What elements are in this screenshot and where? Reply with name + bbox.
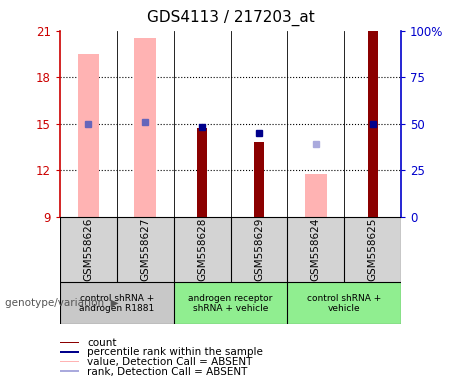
Bar [367,31,378,217]
Text: GSM558629: GSM558629 [254,218,264,281]
Text: GSM558626: GSM558626 [83,218,94,281]
Text: rank, Detection Call = ABSENT: rank, Detection Call = ABSENT [87,366,248,377]
Bar [305,174,326,217]
Text: percentile rank within the sample: percentile rank within the sample [87,347,263,358]
Text: control shRNA +
vehicle: control shRNA + vehicle [307,294,381,313]
FancyBboxPatch shape [60,361,79,362]
FancyBboxPatch shape [60,370,79,372]
Text: GSM558628: GSM558628 [197,218,207,281]
Text: GSM558624: GSM558624 [311,218,321,281]
FancyBboxPatch shape [60,342,79,343]
FancyBboxPatch shape [60,351,79,353]
Bar [77,54,99,217]
Text: GSM558627: GSM558627 [140,218,150,281]
Text: GDS4113 / 217203_at: GDS4113 / 217203_at [147,10,314,26]
Text: androgen receptor
shRNA + vehicle: androgen receptor shRNA + vehicle [188,294,273,313]
Text: value, Detection Call = ABSENT: value, Detection Call = ABSENT [87,357,253,367]
Text: control shRNA +
androgen R1881: control shRNA + androgen R1881 [79,294,154,313]
Text: genotype/variation  ▶: genotype/variation ▶ [5,298,118,308]
Bar [135,38,156,217]
Text: count: count [87,338,117,348]
Text: GSM558625: GSM558625 [367,218,378,281]
Bar [197,129,207,217]
Bar [254,142,264,217]
